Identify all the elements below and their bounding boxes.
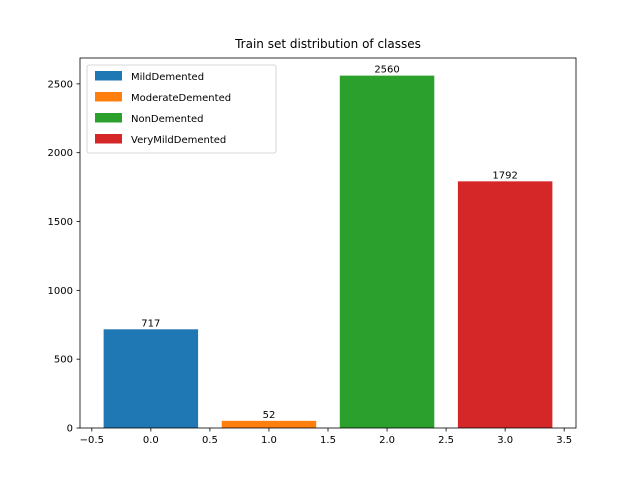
y-tick-label: 0 xyxy=(67,424,73,435)
y-tick-label: 1000 xyxy=(48,286,73,297)
data-label-NonDemented: 2560 xyxy=(374,65,399,76)
x-tick-label: −0.5 xyxy=(80,435,104,446)
bar-MildDemented xyxy=(103,329,199,428)
legend-label-MildDemented: MildDemented xyxy=(131,72,204,83)
bars-group xyxy=(103,75,553,428)
x-tick-label: 1.0 xyxy=(261,435,277,446)
data-label-ModerateDemented: 52 xyxy=(263,410,276,421)
x-tick-label: 3.5 xyxy=(556,435,572,446)
legend-swatch-ModerateDemented xyxy=(95,92,122,102)
legend-label-VeryMildDemented: VeryMildDemented xyxy=(131,135,226,146)
x-tick-label: 1.5 xyxy=(320,435,336,446)
y-tick-label: 2500 xyxy=(48,79,73,90)
chart-title: Train set distribution of classes xyxy=(234,37,421,51)
y-tick-label: 2000 xyxy=(48,148,73,159)
x-tick-label: 3.0 xyxy=(497,435,513,446)
data-label-MildDemented: 717 xyxy=(141,318,160,329)
bar-NonDemented xyxy=(339,75,435,428)
legend-swatch-NonDemented xyxy=(95,113,122,123)
x-tick-label: 2.5 xyxy=(438,435,454,446)
x-tick-label: 0.0 xyxy=(143,435,159,446)
x-tick-label: 2.0 xyxy=(379,435,395,446)
y-axis-ticks: 0 500 1000 1500 2000 2500 xyxy=(48,79,80,435)
y-tick-label: 1500 xyxy=(48,217,73,228)
legend-box xyxy=(86,64,277,154)
x-tick-label: 0.5 xyxy=(202,435,218,446)
legend: MildDemented ModerateDemented NonDemented V… xyxy=(86,64,277,154)
plot-area-frame xyxy=(79,57,577,429)
data-label-VeryMildDemented: 1792 xyxy=(492,170,517,181)
data-labels-group: 717 52 2560 1792 xyxy=(141,65,518,421)
bar-VeryMildDemented xyxy=(457,181,553,428)
legend-label-NonDemented: NonDemented xyxy=(131,114,203,125)
x-axis-ticks: −0.5 0.0 0.5 1.0 1.5 2.0 2.5 3.0 3.5 xyxy=(80,428,572,446)
legend-label-ModerateDemented: ModerateDemented xyxy=(131,93,231,104)
bar-ModerateDemented xyxy=(221,420,317,428)
legend-swatch-VeryMildDemented xyxy=(95,134,122,144)
y-tick-label: 500 xyxy=(54,355,73,366)
legend-swatch-MildDemented xyxy=(95,71,122,81)
